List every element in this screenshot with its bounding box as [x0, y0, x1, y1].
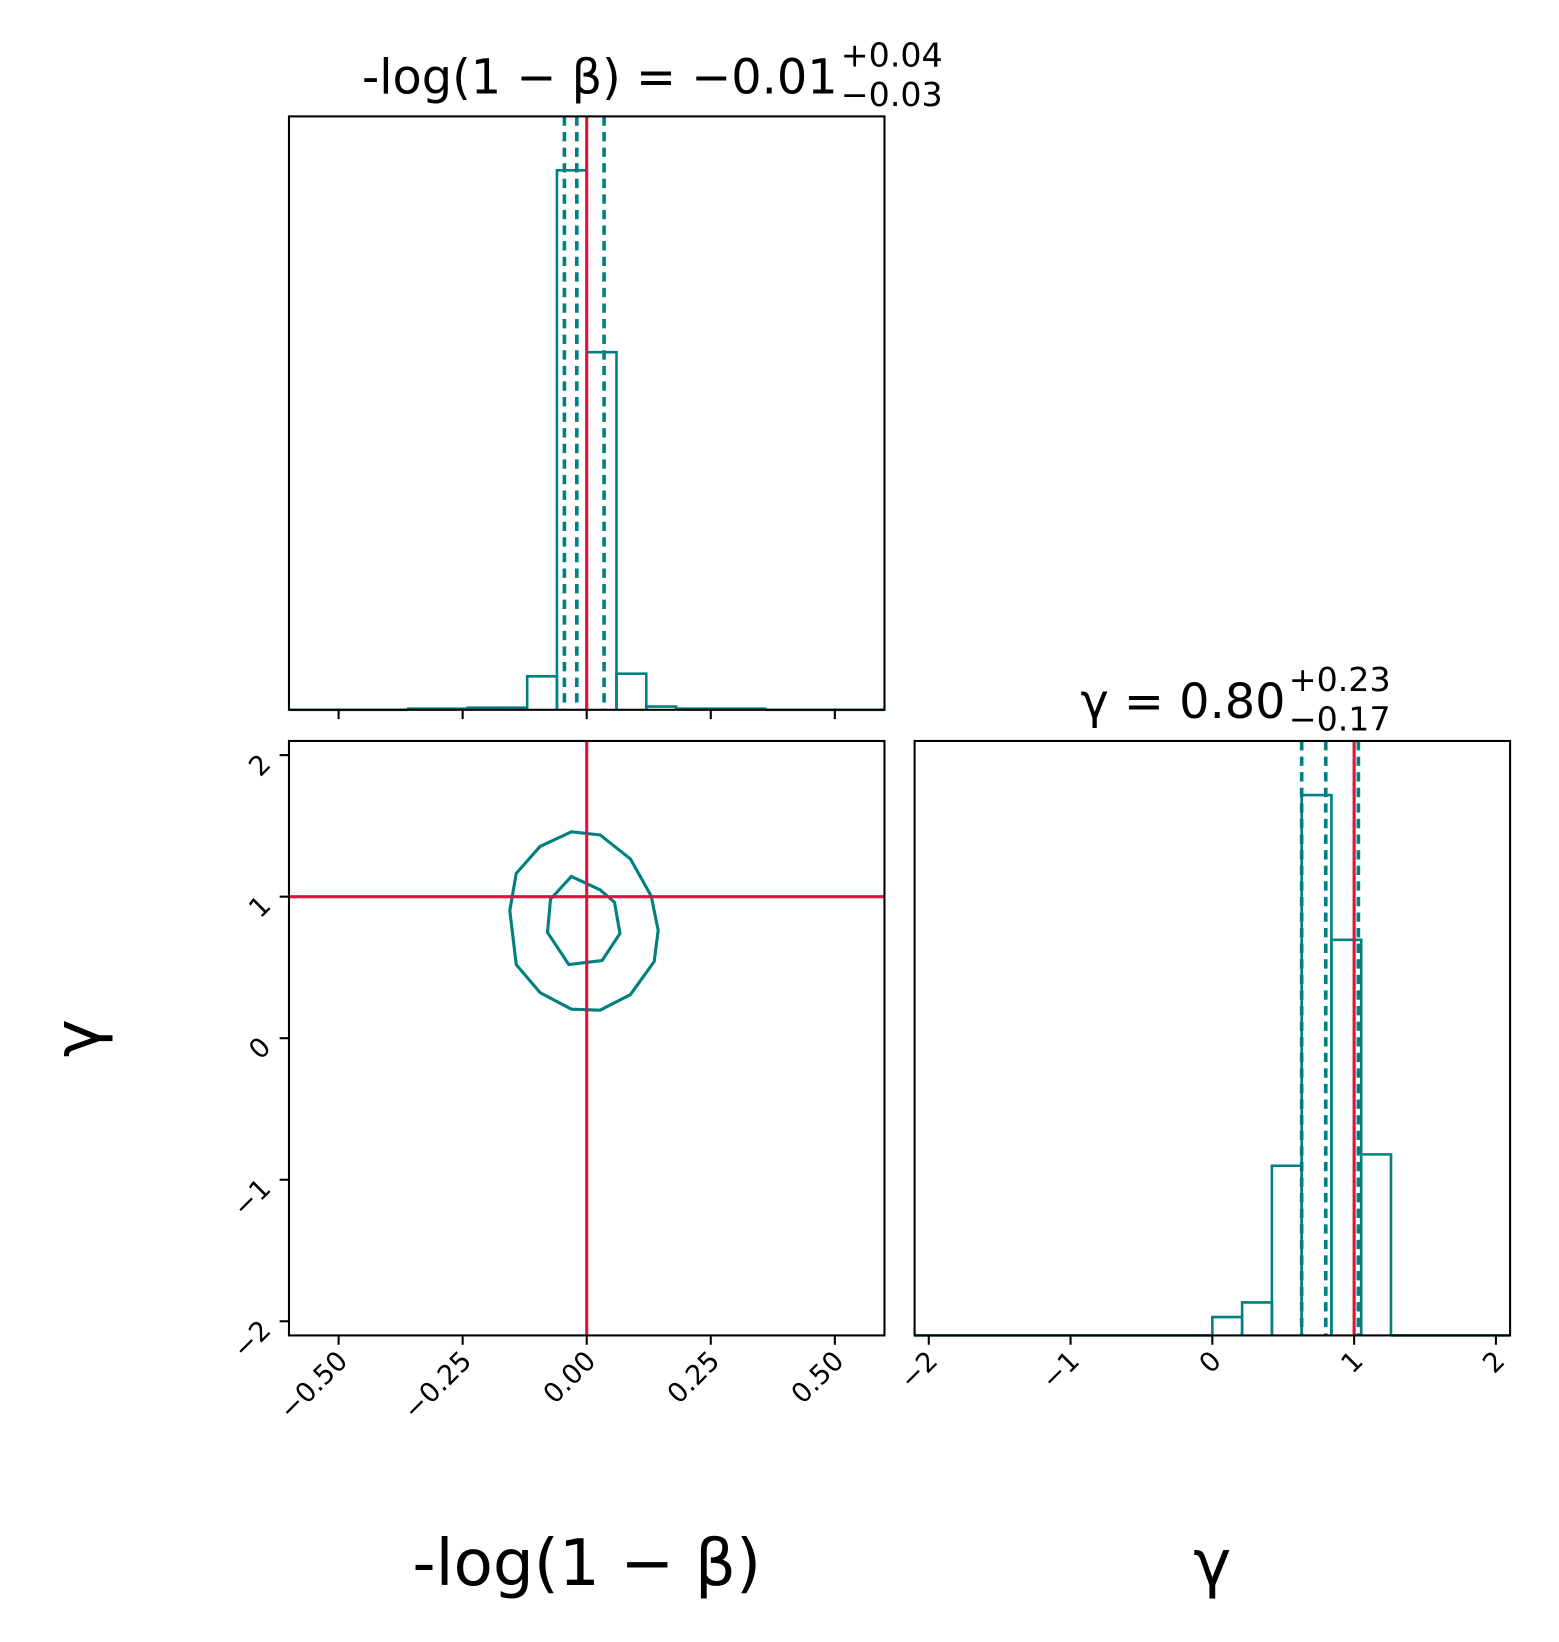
histogram-bin	[1300, 793, 1333, 1336]
histogram-bin	[585, 350, 618, 710]
histogram-bin	[555, 169, 589, 710]
x-tick-label: −0.50	[273, 1345, 353, 1425]
contour-line	[545, 874, 622, 967]
x-tick-label: 1	[1335, 1345, 1369, 1379]
title-subscript: −0.17	[1289, 700, 1391, 739]
x-tick-label: 0.00	[538, 1345, 602, 1409]
panel: −2 −1 0 1 2 γ γ = 0.80 +0.23−0.17	[894, 660, 1511, 1601]
x-tick-label: −2	[894, 1345, 944, 1395]
y-tick-label: −1	[227, 1173, 277, 1223]
x-tick-label: 0.50	[786, 1345, 850, 1409]
contour-line	[508, 830, 660, 1012]
histogram-bin	[1240, 1301, 1274, 1336]
x-tick-label: 2	[1477, 1345, 1511, 1379]
histogram-bin	[615, 672, 648, 710]
panel: -log(1 − β) = −0.01 +0.04−0.03	[287, 36, 943, 720]
x-tick-label: −0.25	[398, 1345, 478, 1425]
y-tick-label: 2	[243, 749, 277, 783]
x-tick-label: 0	[1194, 1345, 1228, 1379]
histogram-bin	[525, 675, 559, 710]
title-superscript: +0.23	[1289, 660, 1391, 699]
histogram-bin	[1359, 1153, 1393, 1336]
histogram-bin	[1330, 938, 1363, 1336]
x-axis-label: γ	[1193, 1526, 1231, 1601]
y-tick-label: −2	[227, 1315, 277, 1365]
panel-title: γ = 0.80	[1080, 675, 1285, 730]
y-tick-label: 0	[243, 1032, 277, 1066]
histogram-bin	[1211, 1315, 1244, 1336]
y-tick-label: 1	[243, 890, 277, 924]
panel: −0.50 −0.25 0.00 0.25 0.50 −2 −1 0 1 2 -log(1 − β)…	[40, 739, 886, 1601]
x-axis-label: -log(1 − β)	[412, 1526, 761, 1601]
title-superscript: +0.04	[841, 36, 943, 75]
x-tick-label: −1	[1036, 1345, 1086, 1395]
axes-frame	[913, 739, 1512, 1337]
panel-title: -log(1 − β) = −0.01	[362, 51, 838, 106]
histogram-bin	[1270, 1164, 1303, 1336]
x-tick-label: 0.25	[662, 1345, 726, 1409]
title-subscript: −0.03	[841, 75, 943, 114]
y-axis-label: γ	[40, 1019, 115, 1057]
